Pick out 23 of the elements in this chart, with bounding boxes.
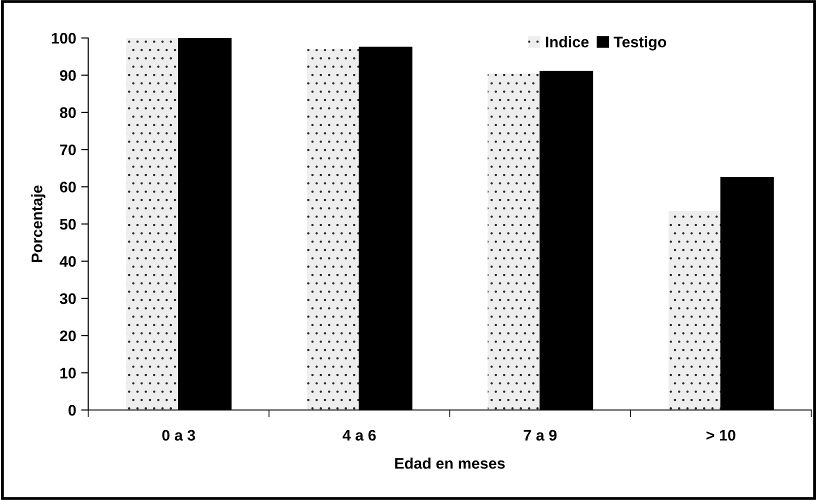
y-tick-label: 70 <box>60 144 76 156</box>
bar <box>668 210 721 410</box>
y-tick-label: 50 <box>60 218 76 230</box>
x-tick-label: 0 a 3 <box>162 430 196 441</box>
x-tick-label: 4 a 6 <box>342 430 376 441</box>
y-tick-label: 60 <box>60 182 76 192</box>
y-tick-label: 90 <box>60 70 76 81</box>
x-tick-label: 7 a 9 <box>524 430 557 441</box>
bar <box>306 49 360 410</box>
y-axis-title: Porcentaje <box>31 185 46 262</box>
x-axis-title: Edad en meses <box>395 458 505 469</box>
y-tick-label: 20 <box>60 330 76 342</box>
y-tick-label: 40 <box>60 256 76 267</box>
y-tick-label: 80 <box>60 107 76 118</box>
legend-label: Indice <box>546 36 589 48</box>
y-tick-label: 0 <box>68 404 76 416</box>
y-tick-label: 10 <box>60 368 76 378</box>
legend-label: Testigo <box>614 36 666 50</box>
bar <box>126 38 179 410</box>
x-tick-label: > 10 <box>706 430 736 441</box>
y-tick-label: 30 <box>60 293 76 304</box>
y-tick-label: 100 <box>52 32 76 44</box>
bar <box>488 73 540 410</box>
